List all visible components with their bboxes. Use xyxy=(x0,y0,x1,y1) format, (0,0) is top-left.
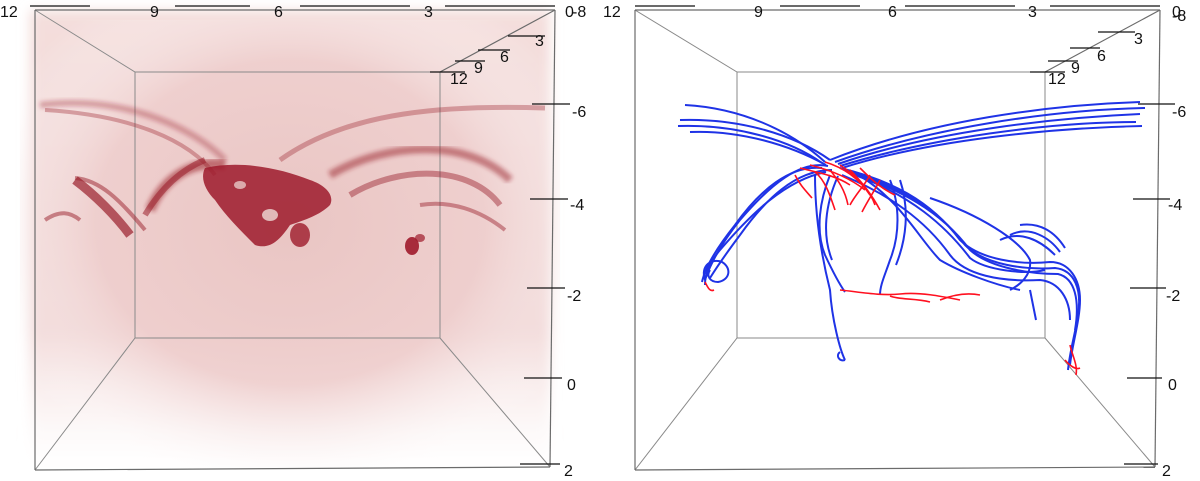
right-axis-tick-neg4: -4 xyxy=(1168,197,1182,214)
depth-axis-tick-12: 12 xyxy=(1048,71,1066,88)
field-lines-blue xyxy=(677,101,1146,371)
right-axis-tick-neg4: -4 xyxy=(570,197,584,214)
density-core xyxy=(203,164,425,255)
depth-axis-tick-9: 9 xyxy=(474,60,483,77)
right-axis-tick-neg2: -2 xyxy=(567,288,581,305)
depth-axis-tick-6: 6 xyxy=(1097,48,1106,65)
right-axis-tick-0: 0 xyxy=(1168,377,1177,394)
right-axis-tick-0: 0 xyxy=(567,377,576,394)
depth-axis-tick-3: 3 xyxy=(1134,31,1143,48)
right-axis-tick-neg8: -8 xyxy=(1172,8,1186,25)
top-axis-tick-12: 12 xyxy=(0,4,18,21)
right-axis-tick-neg6: -6 xyxy=(1172,104,1186,121)
top-axis-tick-3: 3 xyxy=(424,4,433,21)
right-axis-tick-2: 2 xyxy=(1162,463,1171,480)
depth-axis-tick-12: 12 xyxy=(450,71,468,88)
field-lines-canvas: 12 9 6 3 0 3 6 9 12 -8 -6 -4 xyxy=(603,4,1186,480)
top-axis: 12 9 6 3 0 xyxy=(0,4,574,21)
right-axis: -8 -6 -4 -2 0 2 xyxy=(520,4,586,480)
top-axis: 12 9 6 3 0 xyxy=(603,4,1181,21)
field-lines-panel: 12 9 6 3 0 3 6 9 12 -8 -6 -4 xyxy=(600,0,1200,481)
right-axis-tick-2: 2 xyxy=(564,463,573,480)
top-axis-tick-9: 9 xyxy=(150,4,159,21)
depth-axis: 3 6 9 12 xyxy=(430,33,545,88)
depth-axis: 3 6 9 12 xyxy=(1030,31,1143,88)
right-axis: -8 -6 -4 -2 0 2 xyxy=(1124,8,1186,480)
depth-axis-tick-6: 6 xyxy=(500,49,509,66)
top-axis-tick-6: 6 xyxy=(274,4,283,21)
field-lines-red xyxy=(704,161,1081,376)
top-axis-tick-9: 9 xyxy=(754,4,763,21)
volume-render-canvas: 12 9 6 3 0 3 6 9 12 -8 -6 -4 xyxy=(0,4,586,480)
bounding-box xyxy=(34,9,556,471)
bounding-box xyxy=(634,9,1161,471)
top-axis-tick-0: 0 xyxy=(565,4,574,21)
top-axis-tick-12: 12 xyxy=(603,4,621,21)
density-loops xyxy=(39,100,546,238)
depth-axis-tick-9: 9 xyxy=(1071,60,1080,77)
top-axis-tick-0: 0 xyxy=(1172,4,1181,21)
top-axis-tick-3: 3 xyxy=(1028,4,1037,21)
density-haze xyxy=(20,10,560,470)
volume-render-panel: 12 9 6 3 0 3 6 9 12 -8 -6 -4 xyxy=(0,4,586,480)
right-axis-tick-neg6: -6 xyxy=(572,104,586,121)
depth-axis-tick-3: 3 xyxy=(535,33,544,50)
right-axis-tick-neg2: -2 xyxy=(1166,288,1180,305)
right-axis-tick-neg8: -8 xyxy=(572,4,586,21)
top-axis-tick-6: 6 xyxy=(888,4,897,21)
